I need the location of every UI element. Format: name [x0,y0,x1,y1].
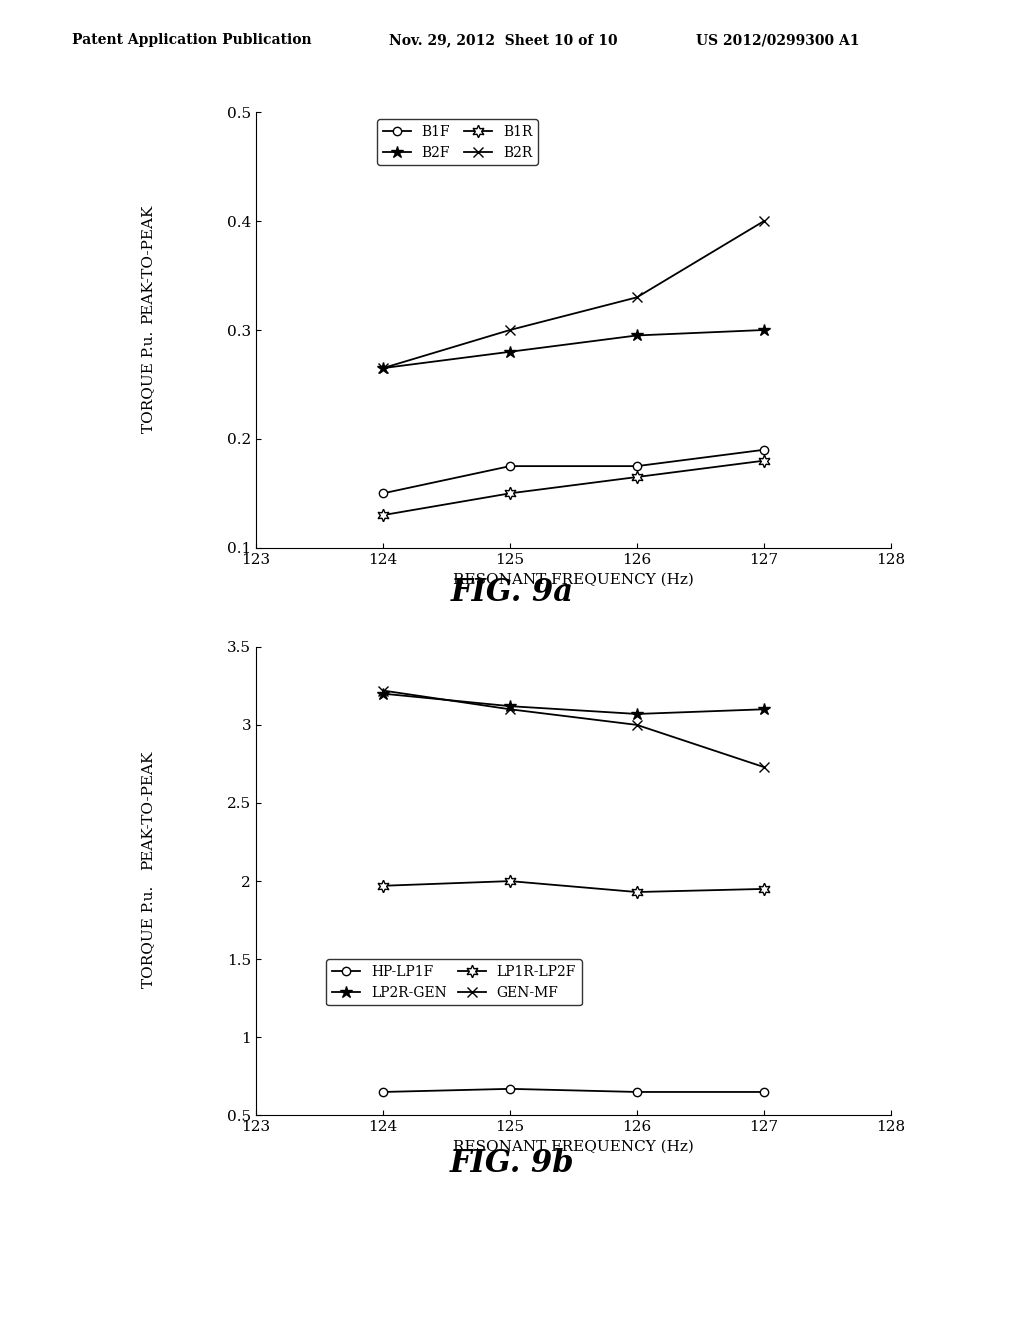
X-axis label: RESONANT FREQUENCY (Hz): RESONANT FREQUENCY (Hz) [453,572,694,586]
Text: FIG. 9b: FIG. 9b [450,1148,574,1179]
B2R [504,322,516,338]
B1R [504,486,516,502]
Line: LP1R-LP2F: LP1R-LP2F [377,875,770,899]
B1F [377,486,389,502]
Text: FIG. 9a: FIG. 9a [451,577,573,607]
Line: B2R: B2R [378,216,769,374]
Text: PEAK-TO-PEAK: PEAK-TO-PEAK [141,205,155,325]
LP1R-LP2F [758,880,770,896]
B2F [504,343,516,359]
Text: PEAK-TO-PEAK: PEAK-TO-PEAK [141,751,155,870]
Line: B2F: B2F [377,323,770,375]
B2R [758,213,770,230]
B2F [631,327,643,343]
LP1R-LP2F [377,878,389,894]
B2R [631,289,643,305]
LP2R-GEN [377,686,389,702]
LP1R-LP2F [504,874,516,890]
B1R [631,469,643,484]
B2R [377,360,389,376]
GEN-MF [758,759,770,775]
LP2R-GEN [631,706,643,722]
Line: B1F: B1F [379,446,768,498]
Text: TORQUE P.u.: TORQUE P.u. [141,331,155,433]
Text: Patent Application Publication: Patent Application Publication [72,33,311,48]
B2F [377,360,389,376]
Text: Nov. 29, 2012  Sheet 10 of 10: Nov. 29, 2012 Sheet 10 of 10 [389,33,617,48]
X-axis label: RESONANT FREQUENCY (Hz): RESONANT FREQUENCY (Hz) [453,1139,694,1154]
GEN-MF [504,701,516,717]
Line: HP-LP1F: HP-LP1F [379,1085,768,1096]
HP-LP1F [504,1081,516,1097]
Legend: HP-LP1F, LP2R-GEN, LP1R-LP2F, GEN-MF: HP-LP1F, LP2R-GEN, LP1R-LP2F, GEN-MF [327,960,582,1006]
B1F [631,458,643,474]
Legend: B1F, B2F, B1R, B2R: B1F, B2F, B1R, B2R [377,119,538,165]
LP2R-GEN [758,701,770,717]
Line: B1R: B1R [377,454,770,521]
LP1R-LP2F [631,884,643,900]
Line: LP2R-GEN: LP2R-GEN [377,688,770,721]
HP-LP1F [377,1084,389,1100]
B2F [758,322,770,338]
Line: GEN-MF: GEN-MF [378,685,769,772]
B1F [758,442,770,458]
B1R [758,453,770,469]
HP-LP1F [758,1084,770,1100]
HP-LP1F [631,1084,643,1100]
LP2R-GEN [504,698,516,714]
B1R [377,507,389,523]
Text: US 2012/0299300 A1: US 2012/0299300 A1 [696,33,860,48]
GEN-MF [377,682,389,698]
B1F [504,458,516,474]
GEN-MF [631,717,643,733]
Text: TORQUE P.u.: TORQUE P.u. [141,886,155,989]
